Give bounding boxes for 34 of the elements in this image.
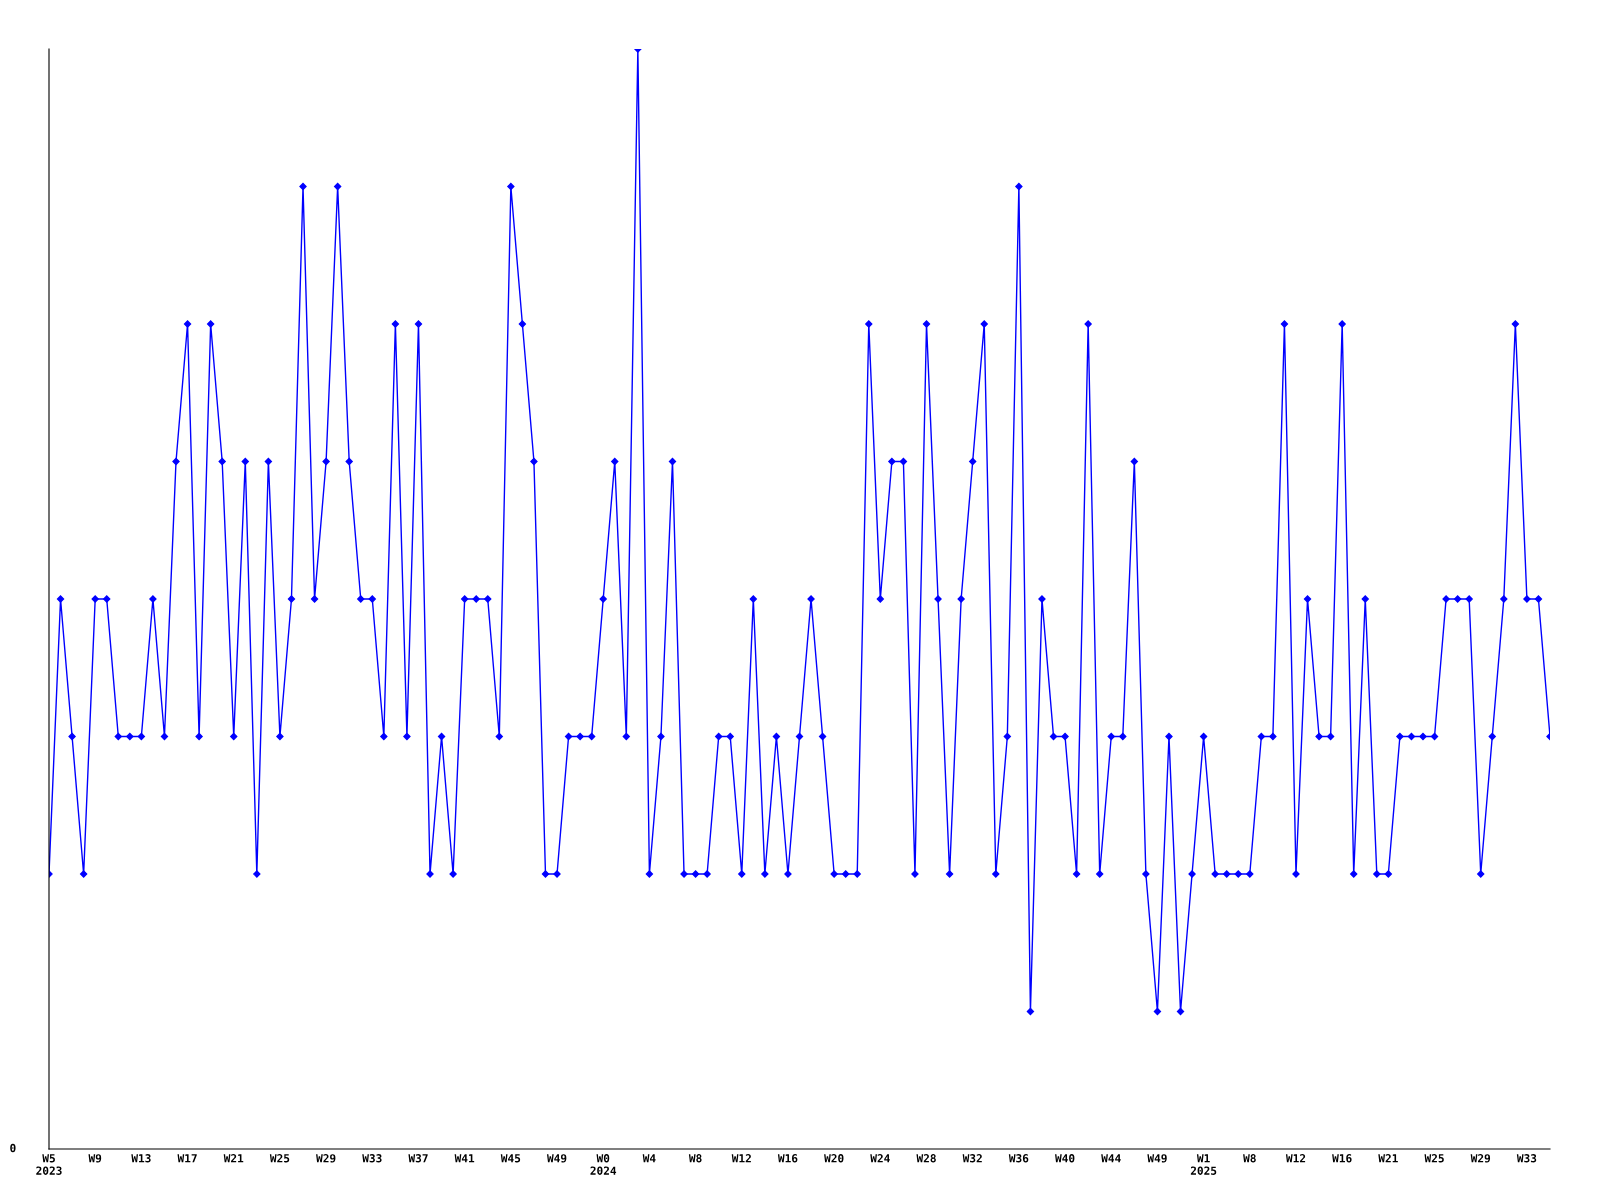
x-tick-label: W29 (1470, 1154, 1491, 1163)
x-tick-label: W25 (269, 1154, 290, 1163)
x-tick-label: W29 (316, 1154, 336, 1163)
x-tick-label: W12 (1285, 1154, 1306, 1163)
x-tick-label: W49 (547, 1154, 567, 1163)
x-tick-label: W16 (777, 1154, 798, 1163)
x-tick-label: W5 2023 (36, 1154, 62, 1175)
x-tick-label: W44 (1101, 1154, 1121, 1163)
x-tick-label: W25 (1424, 1154, 1444, 1163)
x-tick-label: W16 (1332, 1154, 1352, 1163)
x-tick-label: W32 (962, 1154, 982, 1163)
x-tick-label: W20 (824, 1154, 844, 1163)
x-tick-label: W37 (408, 1154, 428, 1163)
x-tick-label: W41 (454, 1154, 475, 1163)
x-tick-label: W49 (1147, 1154, 1167, 1163)
x-tick-label: W12 (731, 1154, 751, 1163)
x-tick-label: W17 (177, 1154, 197, 1163)
x-tick-label: W40 (1055, 1154, 1075, 1163)
x-tick-label: W4 (642, 1154, 656, 1163)
x-tick-label: W9 (88, 1154, 102, 1163)
text: 0 (10, 1143, 16, 1153)
x-tick-label: W8 (1243, 1154, 1256, 1163)
x-tick-label: W8 (688, 1154, 702, 1163)
x-tick-label: W33 (362, 1154, 382, 1163)
x-tick-label: W33 (1516, 1154, 1537, 1163)
x-tick-label: W45 (500, 1154, 521, 1163)
x-tick-label: W13 (131, 1154, 151, 1163)
x-tick-label: W24 (870, 1154, 890, 1163)
x-tick-label: W21 (223, 1154, 244, 1163)
x-tick-label: W21 (1378, 1154, 1398, 1163)
x-tick-label: W0 2024 (590, 1154, 617, 1175)
x-tick-label: W1 2025 (1190, 1154, 1217, 1175)
x-tick-label: W36 (1008, 1154, 1029, 1163)
x-tick-label: W28 (916, 1154, 936, 1163)
